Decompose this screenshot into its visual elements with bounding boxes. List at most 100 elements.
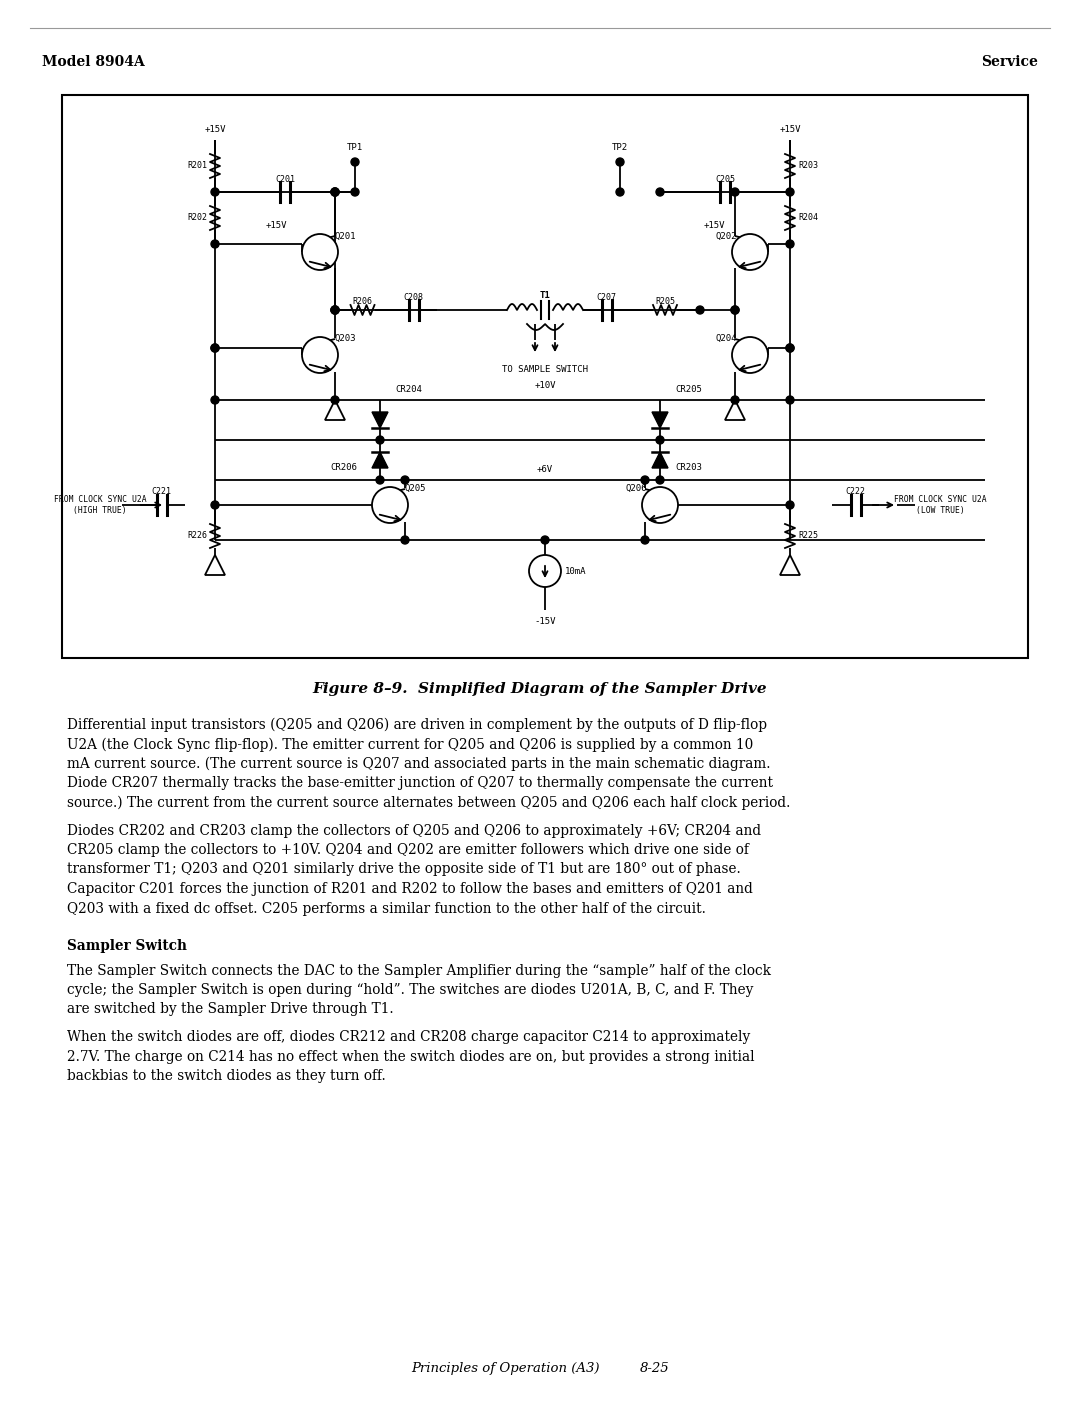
Circle shape bbox=[786, 345, 794, 352]
Circle shape bbox=[732, 338, 768, 373]
Circle shape bbox=[372, 488, 408, 523]
Circle shape bbox=[529, 555, 561, 587]
Circle shape bbox=[786, 188, 794, 196]
Circle shape bbox=[330, 305, 339, 314]
Text: +6V: +6V bbox=[537, 465, 553, 475]
Text: Capacitor C201 forces the junction of R201 and R202 to follow the bases and emit: Capacitor C201 forces the junction of R2… bbox=[67, 883, 753, 897]
Text: CR205: CR205 bbox=[675, 385, 702, 395]
Text: C201: C201 bbox=[275, 175, 295, 184]
Text: Sampler Switch: Sampler Switch bbox=[67, 939, 187, 953]
Circle shape bbox=[731, 188, 739, 196]
Text: C221: C221 bbox=[151, 488, 172, 496]
Text: CR204: CR204 bbox=[395, 385, 422, 395]
Circle shape bbox=[401, 476, 409, 483]
Text: (LOW TRUE): (LOW TRUE) bbox=[916, 507, 964, 516]
Circle shape bbox=[302, 234, 338, 270]
Text: Q205: Q205 bbox=[404, 483, 426, 493]
Text: R206: R206 bbox=[352, 297, 373, 307]
Text: FROM CLOCK SYNC U2A: FROM CLOCK SYNC U2A bbox=[54, 495, 146, 503]
Circle shape bbox=[642, 488, 678, 523]
Text: +15V: +15V bbox=[204, 126, 226, 134]
Polygon shape bbox=[652, 412, 669, 427]
Circle shape bbox=[656, 188, 664, 196]
Circle shape bbox=[656, 476, 664, 483]
Text: C208: C208 bbox=[404, 293, 423, 301]
Polygon shape bbox=[652, 453, 669, 468]
Circle shape bbox=[731, 396, 739, 403]
Circle shape bbox=[642, 476, 649, 483]
Circle shape bbox=[541, 537, 549, 544]
Circle shape bbox=[211, 345, 219, 352]
Text: Model 8904A: Model 8904A bbox=[42, 55, 145, 69]
Text: FROM CLOCK SYNC U2A: FROM CLOCK SYNC U2A bbox=[893, 495, 986, 503]
Circle shape bbox=[330, 188, 339, 196]
Text: 10mA: 10mA bbox=[565, 566, 586, 576]
Text: +15V: +15V bbox=[780, 126, 800, 134]
Circle shape bbox=[616, 158, 624, 165]
Circle shape bbox=[330, 396, 339, 403]
Text: +10V: +10V bbox=[535, 381, 556, 389]
Circle shape bbox=[351, 188, 359, 196]
Circle shape bbox=[786, 345, 794, 352]
Circle shape bbox=[211, 188, 219, 196]
Circle shape bbox=[330, 305, 339, 314]
Text: R201: R201 bbox=[187, 161, 207, 171]
Circle shape bbox=[330, 188, 339, 196]
Text: When the switch diodes are off, diodes CR212 and CR208 charge capacitor C214 to : When the switch diodes are off, diodes C… bbox=[67, 1030, 751, 1044]
Circle shape bbox=[786, 240, 794, 248]
Text: Service: Service bbox=[981, 55, 1038, 69]
Circle shape bbox=[696, 305, 704, 314]
Text: Q203 with a fixed dc offset. C205 performs a similar function to the other half : Q203 with a fixed dc offset. C205 perfor… bbox=[67, 901, 706, 915]
Circle shape bbox=[731, 305, 739, 314]
Text: C207: C207 bbox=[596, 293, 617, 301]
Circle shape bbox=[786, 502, 794, 509]
Circle shape bbox=[731, 305, 739, 314]
Text: R203: R203 bbox=[798, 161, 818, 171]
Text: +15V: +15V bbox=[266, 220, 287, 230]
Text: R202: R202 bbox=[187, 213, 207, 223]
Circle shape bbox=[330, 188, 339, 196]
Text: The Sampler Switch connects the DAC to the Sampler Amplifier during the “sample”: The Sampler Switch connects the DAC to t… bbox=[67, 964, 771, 978]
Text: R226: R226 bbox=[187, 531, 207, 541]
Circle shape bbox=[656, 436, 664, 444]
Circle shape bbox=[376, 476, 384, 483]
Text: Diode CR207 thermally tracks the base-emitter junction of Q207 to thermally comp: Diode CR207 thermally tracks the base-em… bbox=[67, 776, 773, 790]
Text: 2.7V. The charge on C214 has no effect when the switch diodes are on, but provid: 2.7V. The charge on C214 has no effect w… bbox=[67, 1049, 755, 1063]
Text: CR206: CR206 bbox=[330, 464, 357, 472]
Circle shape bbox=[786, 396, 794, 403]
Circle shape bbox=[302, 338, 338, 373]
Text: Q201: Q201 bbox=[334, 231, 355, 241]
Bar bbox=[62, 95, 1028, 658]
Text: 8-25: 8-25 bbox=[640, 1362, 670, 1374]
Text: are switched by the Sampler Drive through T1.: are switched by the Sampler Drive throug… bbox=[67, 1003, 393, 1017]
Text: Q206: Q206 bbox=[625, 483, 647, 493]
Text: transformer T1; Q203 and Q201 similarly drive the opposite side of T1 but are 18: transformer T1; Q203 and Q201 similarly … bbox=[67, 863, 741, 877]
Text: (HIGH TRUE): (HIGH TRUE) bbox=[73, 507, 126, 516]
Text: U2A (the Clock Sync flip-flop). The emitter current for Q205 and Q206 is supplie: U2A (the Clock Sync flip-flop). The emit… bbox=[67, 737, 753, 752]
Text: C205: C205 bbox=[715, 175, 735, 184]
Circle shape bbox=[616, 188, 624, 196]
Text: Q203: Q203 bbox=[334, 333, 355, 342]
Text: Diodes CR202 and CR203 clamp the collectors of Q205 and Q206 to approximately +6: Diodes CR202 and CR203 clamp the collect… bbox=[67, 824, 761, 838]
Text: Figure 8–9.  Simplified Diagram of the Sampler Drive: Figure 8–9. Simplified Diagram of the Sa… bbox=[313, 682, 767, 696]
Polygon shape bbox=[372, 453, 388, 468]
Text: -15V: -15V bbox=[535, 616, 556, 625]
Circle shape bbox=[211, 240, 219, 248]
Circle shape bbox=[732, 234, 768, 270]
Text: C222: C222 bbox=[846, 488, 865, 496]
Text: R205: R205 bbox=[654, 297, 675, 307]
Circle shape bbox=[376, 436, 384, 444]
Circle shape bbox=[211, 345, 219, 352]
Text: Differential input transistors (Q205 and Q206) are driven in complement by the o: Differential input transistors (Q205 and… bbox=[67, 717, 767, 733]
Circle shape bbox=[401, 537, 409, 544]
Text: backbias to the switch diodes as they turn off.: backbias to the switch diodes as they tu… bbox=[67, 1069, 386, 1083]
Circle shape bbox=[211, 502, 219, 509]
Text: TO SAMPLE SWITCH: TO SAMPLE SWITCH bbox=[502, 366, 588, 374]
Circle shape bbox=[330, 305, 339, 314]
Circle shape bbox=[642, 537, 649, 544]
Text: mA current source. (The current source is Q207 and associated parts in the main : mA current source. (The current source i… bbox=[67, 757, 770, 772]
Text: TP2: TP2 bbox=[612, 143, 629, 151]
Text: R225: R225 bbox=[798, 531, 818, 541]
Text: T1: T1 bbox=[540, 291, 551, 300]
Text: TP1: TP1 bbox=[347, 143, 363, 151]
